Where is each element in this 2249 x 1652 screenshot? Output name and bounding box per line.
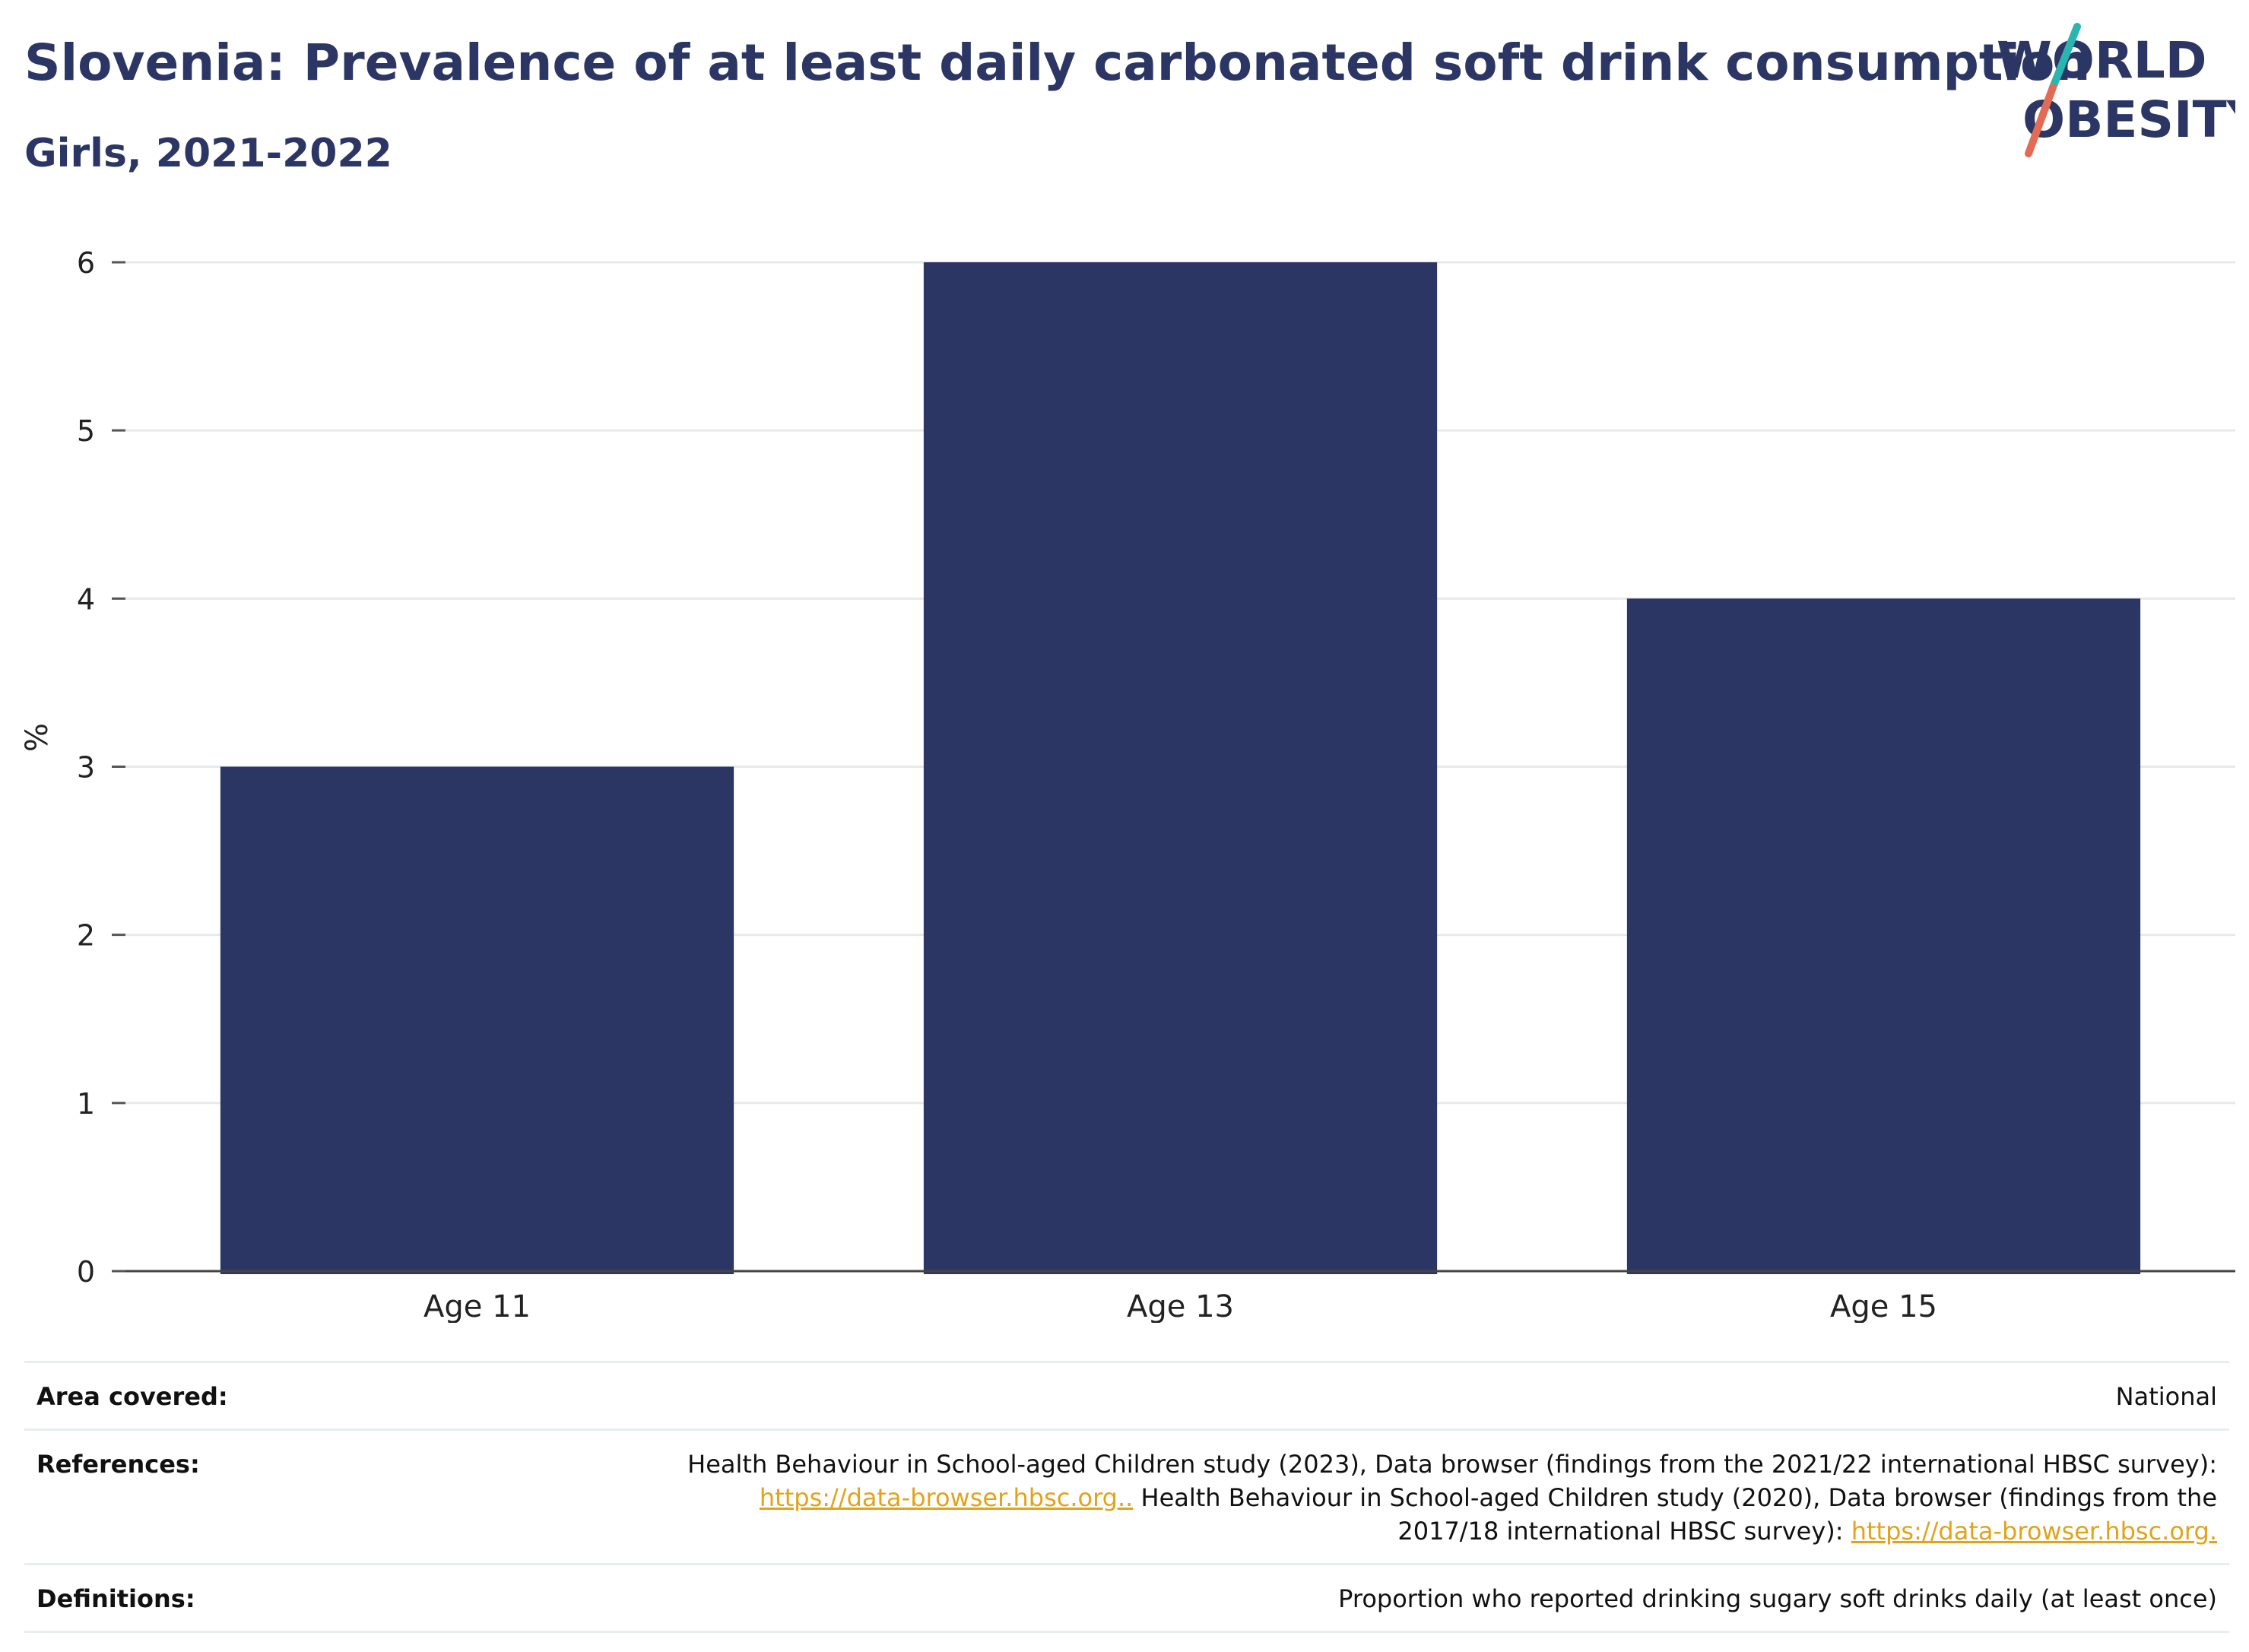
y-tick-label: 1 — [77, 1087, 95, 1121]
chart-footer: Area covered: National References: Healt… — [24, 1361, 2229, 1633]
reference-text-2: Health Behaviour in School-aged Children… — [1133, 1483, 2218, 1546]
references-value: Health Behaviour in School-aged Children… — [651, 1447, 2217, 1548]
logo-line1: WORLD — [1997, 31, 2207, 90]
x-tick-label: Age 13 — [1127, 1289, 1234, 1323]
bar-age-15 — [1626, 598, 2141, 1274]
bar-age-13 — [923, 262, 1438, 1274]
area-covered-value: National — [2115, 1382, 2217, 1411]
references-row: References: Health Behaviour in School-a… — [24, 1428, 2229, 1563]
definitions-value: Proportion who reported drinking sugary … — [1338, 1584, 2217, 1613]
bar-age-11 — [220, 766, 734, 1274]
logo-slash-bottom-icon — [2025, 84, 2057, 157]
y-tick-label: 0 — [77, 1255, 95, 1289]
x-tick-label: Age 11 — [423, 1289, 531, 1323]
logo-slash-top-icon — [2049, 23, 2081, 91]
definitions-label: Definitions: — [36, 1584, 195, 1613]
logo-line2: OBESITY — [2022, 90, 2235, 149]
area-covered-row: Area covered: National — [24, 1361, 2229, 1428]
y-axis-label: % — [20, 723, 55, 752]
definitions-row: Definitions: Proportion who reported dri… — [24, 1563, 2229, 1633]
references-label: References: — [36, 1450, 200, 1479]
reference-text-1: Health Behaviour in School-aged Children… — [687, 1450, 2217, 1479]
y-tick-label: 5 — [77, 414, 95, 448]
area-covered-label: Area covered: — [36, 1382, 228, 1411]
reference-link-1[interactable]: https://data-browser.hbsc.org.. — [759, 1483, 1134, 1512]
y-tick-label: 3 — [77, 751, 95, 785]
y-tick-label: 4 — [77, 582, 95, 616]
bars — [220, 262, 2141, 1274]
x-tick-label: Age 15 — [1830, 1289, 1937, 1323]
chart-subtitle: Girls, 2021-2022 — [24, 131, 392, 176]
y-tick-label: 2 — [77, 919, 95, 953]
world-obesity-logo: WORLD OBESITY — [1997, 23, 2235, 157]
axes: 0 1 2 3 4 5 6 Age 11 Age 13 Age 15 — [77, 246, 2235, 1323]
bar-chart: 0 1 2 3 4 5 6 Age 11 Age 13 Age 15 % — [20, 246, 2235, 1323]
y-tick-label: 6 — [77, 246, 95, 280]
reference-link-2[interactable]: https://data-browser.hbsc.org. — [1851, 1517, 2217, 1546]
chart-title: Slovenia: Prevalence of at least daily c… — [24, 33, 2091, 92]
